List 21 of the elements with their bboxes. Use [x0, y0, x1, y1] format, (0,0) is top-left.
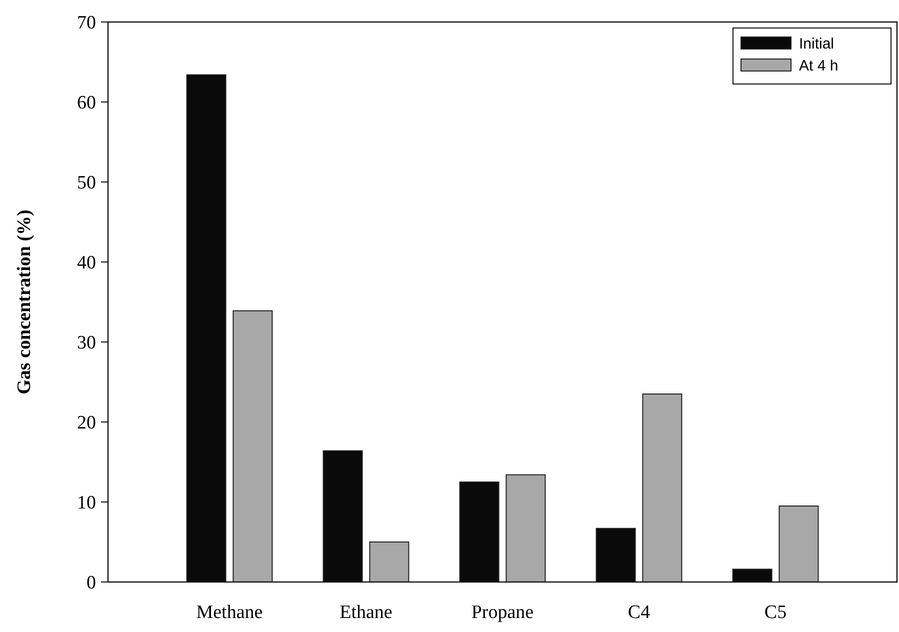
x-tick-label: Methane: [196, 602, 263, 623]
x-tick-label: C4: [628, 602, 651, 623]
legend-label: Initial: [799, 35, 834, 52]
x-tick-label: Ethane: [340, 602, 392, 623]
y-tick-label: 70: [77, 12, 96, 34]
x-tick-label: C5: [764, 602, 787, 623]
y-axis-title: Gas concentration (%): [14, 210, 35, 394]
y-tick-label: 10: [77, 492, 96, 514]
legend-label: At 4 h: [799, 57, 838, 74]
y-tick-label: 50: [77, 172, 96, 194]
y-tick-label: 30: [77, 332, 96, 354]
bar: [506, 474, 546, 582]
y-tick-label: 40: [77, 252, 96, 274]
x-tick-label: Propane: [471, 602, 534, 623]
bar: [778, 506, 819, 582]
bar: [642, 394, 682, 582]
y-tick-label: 20: [77, 412, 96, 434]
bar: [369, 542, 410, 582]
bar: [232, 310, 273, 582]
y-tick-label: 60: [77, 92, 96, 114]
y-tick-label: 0: [86, 572, 96, 594]
